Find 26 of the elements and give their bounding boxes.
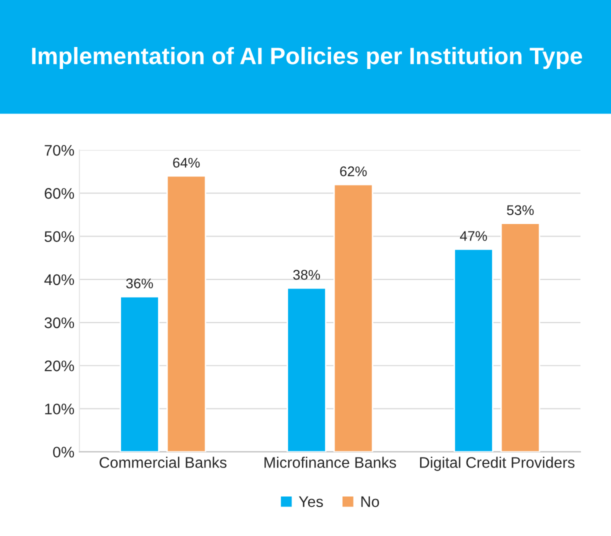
y-tick-label: 10%	[45, 404, 74, 414]
data-label: 53%	[506, 205, 534, 216]
data-label: 36%	[126, 278, 153, 288]
y-tick-label: 30%	[44, 317, 74, 328]
y-tick-label: 40%	[44, 274, 74, 286]
x-tick-label: Commercial Banks	[100, 456, 226, 468]
data-label: 47%	[460, 231, 487, 241]
x-tick-label: Microfinance Banks	[264, 456, 396, 468]
chart-title: Implementation of AI Policies per Institution Type	[32, 46, 582, 70]
data-label: 64%	[173, 158, 200, 168]
y-tick-label: 50%	[44, 231, 74, 242]
bar	[120, 296, 160, 452]
y-tick-label: 60%	[44, 188, 74, 199]
legend-label: Yes	[298, 496, 323, 508]
data-label: 62%	[340, 166, 367, 176]
bar	[286, 287, 326, 452]
bar	[454, 248, 494, 452]
y-tick-label: 0%	[53, 446, 74, 458]
data-label: 38%	[293, 270, 320, 280]
bar	[166, 175, 206, 452]
y-tick-label: 20%	[44, 360, 74, 372]
x-tick-label: Digital Credit Providers	[420, 456, 575, 471]
y-tick-label: 70%	[44, 144, 74, 156]
bar	[333, 184, 374, 452]
bar	[500, 222, 540, 452]
legend-label: No	[361, 496, 380, 508]
